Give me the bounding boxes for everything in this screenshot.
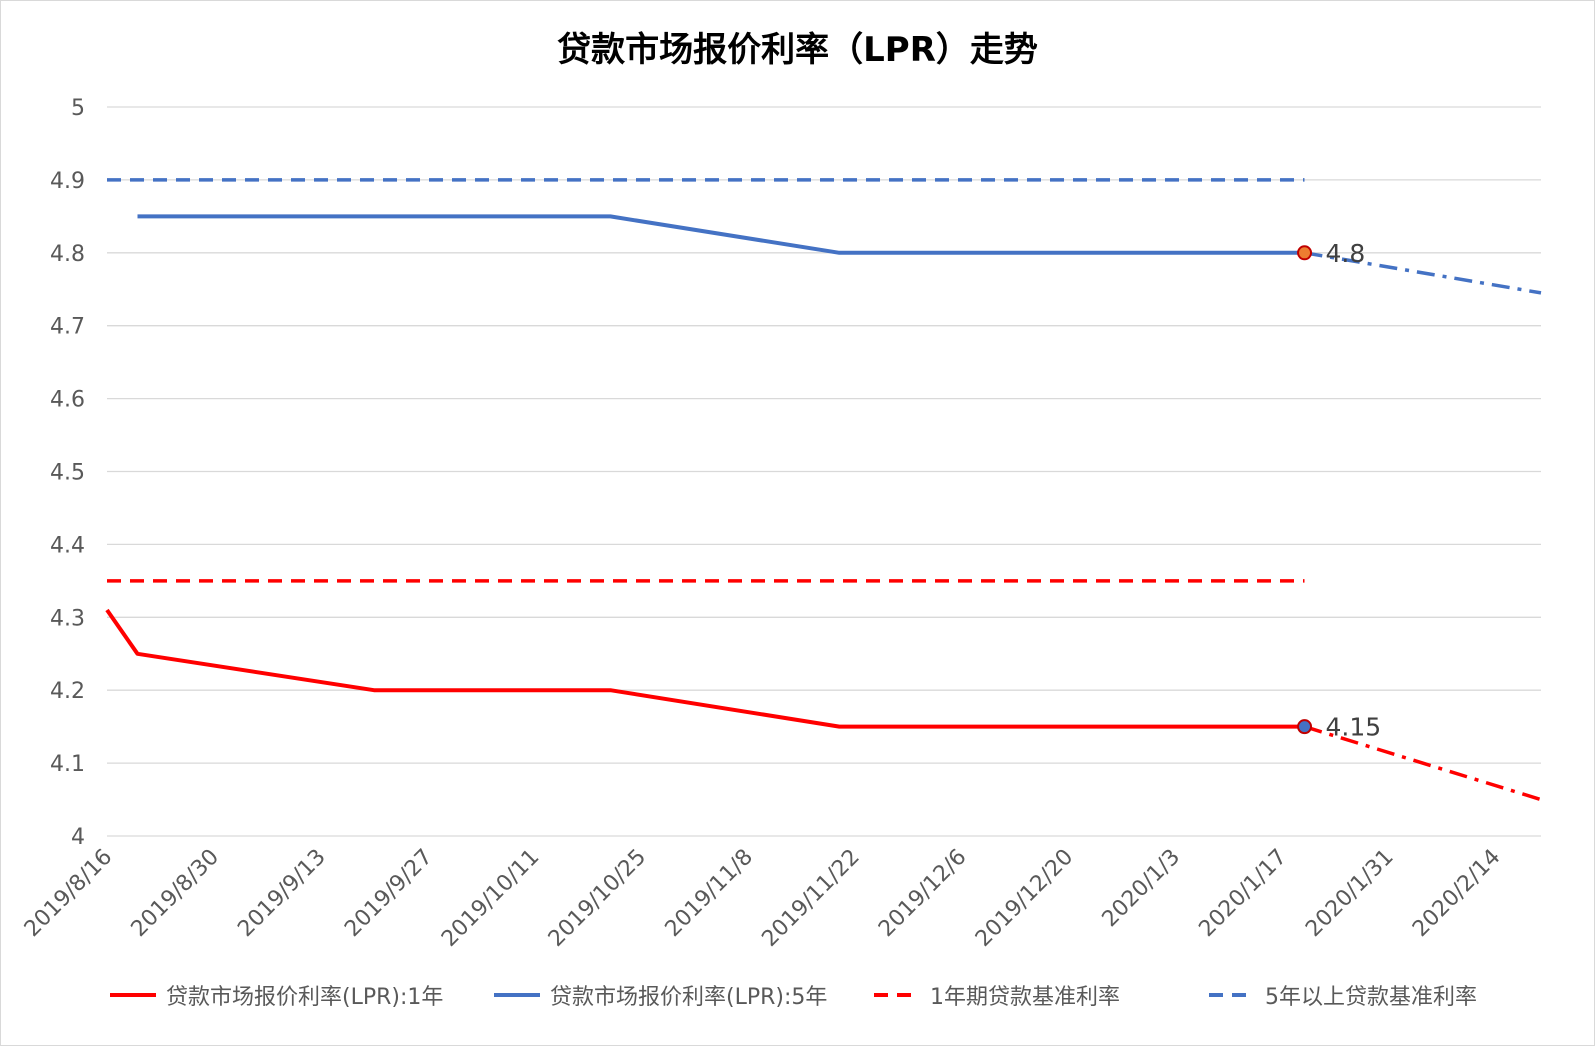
legend-swatch [110,993,156,997]
y-tick-label: 4.3 [50,606,85,631]
series-line-0 [105,608,1305,729]
annotations: 4.8 4.15 [1297,239,1382,742]
x-tick-label: 2019/8/16 [20,845,117,942]
x-tick-label: 2019/12/20 [971,845,1078,952]
y-tick-label: 4.9 [50,169,85,194]
chart-title: 贷款市场报价利率（LPR）走势 [557,30,1038,70]
series-line-4 [1303,724,1542,802]
legend-swatch [874,993,920,997]
series-line-5 [1304,251,1542,295]
x-tick-label: 2020/2/14 [1408,845,1505,942]
x-tick-label: 2019/8/30 [127,845,224,942]
annotation-label: 4.15 [1326,713,1382,742]
x-tick-label: 2020/1/3 [1098,845,1186,933]
series-lines [105,178,1542,802]
x-tick-label: 2019/11/22 [757,845,864,952]
x-tick-label: 2019/11/8 [661,845,758,942]
legend-item: 贷款市场报价利率(LPR):1年 [108,975,443,1015]
legend-label: 1年期贷款基准利率 [930,985,1120,1010]
legend-swatch [494,993,540,997]
x-tick-label: 2020/1/17 [1194,845,1291,942]
x-tick-label: 2019/10/11 [437,845,544,952]
annotation-label: 4.8 [1326,239,1366,268]
legend-swatch [1209,993,1255,997]
y-tick-label: 4 [71,825,85,850]
legend-item: 贷款市场报价利率(LPR):5年 [492,975,827,1015]
x-tick-label: 2019/12/6 [874,845,971,942]
legend-label: 贷款市场报价利率(LPR):1年 [166,985,444,1010]
y-tick-label: 4.4 [50,533,85,558]
y-tick-label: 4.6 [50,388,85,413]
annotation-marker [1297,245,1313,261]
y-tick-label: 4.1 [50,752,85,777]
x-tick-label: 2019/10/25 [544,845,651,952]
x-tick-label: 2019/9/27 [340,845,437,942]
legend-label: 5年以上贷款基准利率 [1265,985,1477,1010]
x-axis: 2019/8/16 2019/8/30 2019/9/13 2019/9/27 2019… [20,845,1506,952]
legend-item: 5年以上贷款基准利率 [1207,975,1477,1015]
x-tick-label: 2020/1/31 [1301,845,1398,942]
legend: 贷款市场报价利率(LPR):1年 贷款市场报价利率(LPR):5年 1年期贷款基准利… [0,975,1595,1015]
y-tick-label: 4.8 [50,242,85,267]
y-tick-label: 4.5 [50,461,85,486]
legend-item: 1年期贷款基准利率 [872,975,1120,1015]
legend-label: 贷款市场报价利率(LPR):5年 [550,985,828,1010]
x-tick-label: 2019/9/13 [233,845,330,942]
y-tick-label: 4.2 [50,679,85,704]
annotation-marker [1297,719,1313,735]
y-tick-label: 5 [71,96,85,121]
y-axis: 4 4.1 4.2 4.3 4.4 4.5 4.6 4.7 4.8 4.9 5 [50,96,85,850]
series-line-1 [137,214,1305,255]
y-tick-label: 4.7 [50,315,85,340]
